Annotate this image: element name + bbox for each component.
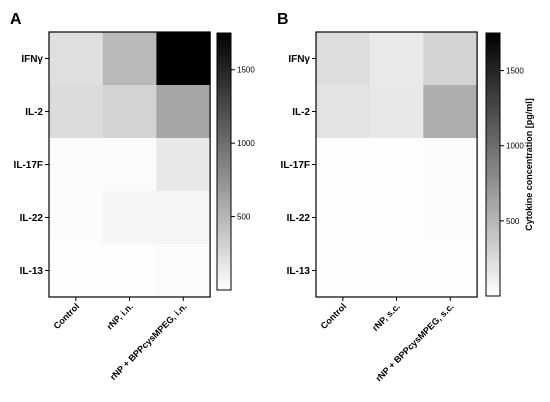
column-label: Control xyxy=(52,301,82,331)
heatmap-cell xyxy=(102,244,157,298)
row-label: IL-13 xyxy=(20,266,44,277)
colorbar-tick-label: 1000 xyxy=(506,142,524,151)
heatmap-cell xyxy=(102,191,157,245)
colorbar-tick-label: 1000 xyxy=(237,139,255,148)
row-label: IL-2 xyxy=(292,107,310,118)
row-label: IFNγ xyxy=(288,54,310,65)
heatmap-cell xyxy=(49,32,104,86)
heatmap-cell xyxy=(316,85,371,139)
heatmap-cell xyxy=(423,191,478,245)
heatmap-cell xyxy=(156,85,211,139)
colorbar-tick-label: 1500 xyxy=(237,66,255,75)
heatmap-cell xyxy=(156,32,211,86)
heatmap-cell xyxy=(369,138,424,192)
heatmap-cell xyxy=(316,138,371,192)
heatmap-cell xyxy=(369,85,424,139)
heatmap-cell xyxy=(156,244,211,298)
heatmap-cell xyxy=(49,138,104,192)
colorbar-tick-label: 500 xyxy=(506,217,520,226)
heatmap-cell xyxy=(102,32,157,86)
heatmap-cell xyxy=(316,244,371,298)
column-label: rNP, s.c. xyxy=(370,301,402,333)
heatmap-cell xyxy=(316,32,371,86)
row-label: IL-22 xyxy=(20,213,44,224)
heatmap-cell xyxy=(156,138,211,192)
row-label: IL-2 xyxy=(25,107,43,118)
heatmap-cell xyxy=(49,85,104,139)
heatmap-cell xyxy=(102,138,157,192)
heatmap-cell xyxy=(369,191,424,245)
heatmap-cell xyxy=(49,191,104,245)
heatmap-cell xyxy=(369,244,424,298)
heatmap-cell xyxy=(49,244,104,298)
row-label: IL-17F xyxy=(14,160,43,171)
panel-letter: A xyxy=(10,11,22,28)
colorbar xyxy=(485,32,501,297)
panel-A: A IFNγ IL-2 IL-17F IL-22 IL-13 Control rNP, i.n… xyxy=(10,11,255,382)
panel-letter: B xyxy=(277,11,289,28)
colorbar-tick-label: 500 xyxy=(237,213,251,222)
heatmap-cell xyxy=(423,138,478,192)
row-label: IL-17F xyxy=(281,160,310,171)
heatmap-cell xyxy=(316,191,371,245)
row-label: IL-13 xyxy=(287,266,311,277)
column-label: Control xyxy=(319,301,349,331)
heatmap-cell xyxy=(423,32,478,86)
heatmap-cell xyxy=(423,85,478,139)
heatmap-cell xyxy=(423,244,478,298)
colorbar-title: Cytokine concentration [pg/ml] xyxy=(524,98,534,231)
heatmap-cell xyxy=(369,32,424,86)
row-label: IL-22 xyxy=(287,213,311,224)
panel-B: B IFNγ IL-2 IL-17F IL-22 IL-13 Control rNP, s.c… xyxy=(277,11,534,383)
colorbar-tick-label: 1500 xyxy=(506,67,524,76)
colorbar xyxy=(216,32,232,291)
heatmap-cell xyxy=(156,191,211,245)
heatmap-cell xyxy=(102,85,157,139)
column-label: rNP, i.n. xyxy=(105,301,135,331)
row-label: IFNγ xyxy=(21,54,43,65)
